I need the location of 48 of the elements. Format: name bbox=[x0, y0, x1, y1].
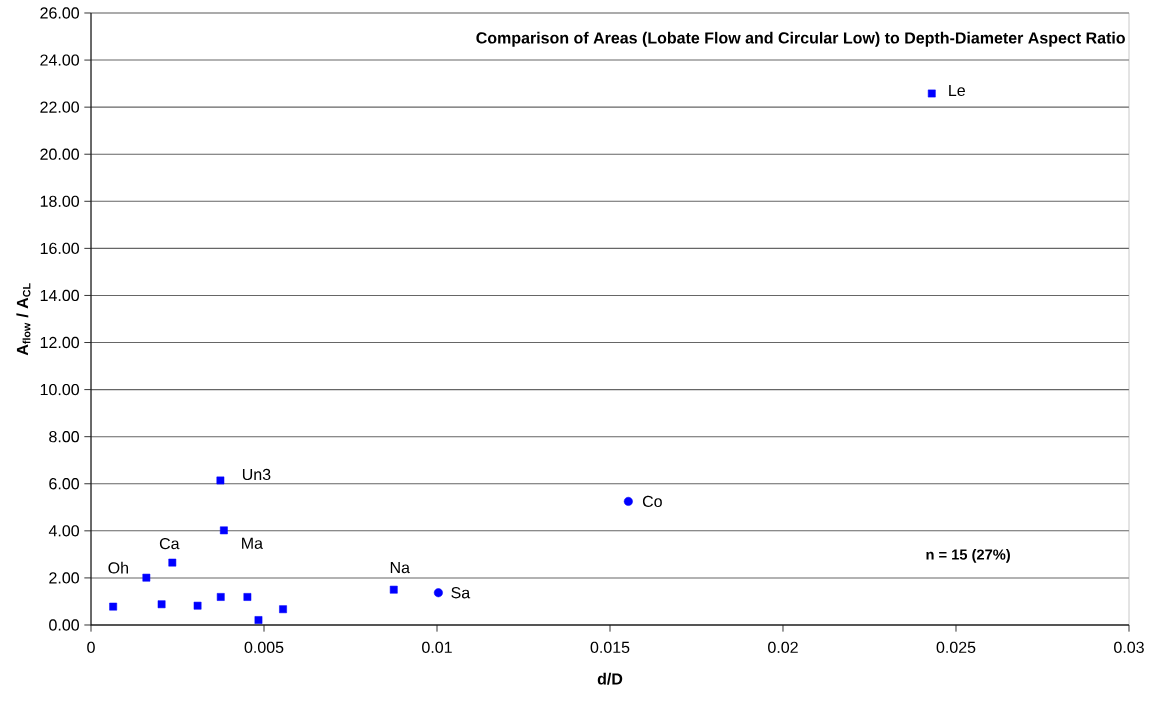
point bbox=[216, 476, 225, 485]
y-tick-label: 22.00 bbox=[40, 101, 80, 113]
annotation: Un3 bbox=[242, 468, 271, 481]
point bbox=[279, 605, 287, 614]
x-tick-label: 0.03 bbox=[1114, 641, 1144, 654]
annotation: n = 15 (27%) bbox=[926, 548, 1010, 563]
point bbox=[220, 526, 228, 535]
point bbox=[254, 616, 263, 624]
y-tick-label: 2.00 bbox=[49, 572, 80, 584]
y-tick-label: 8.00 bbox=[49, 431, 80, 443]
y-tick-label: 16.00 bbox=[40, 242, 80, 255]
y-tick-label: 4.00 bbox=[48, 525, 80, 537]
x-tick-label: 0 bbox=[87, 641, 95, 654]
y-tick-label: 0.00 bbox=[49, 619, 80, 631]
point bbox=[193, 601, 202, 610]
y-tick-label: 10.00 bbox=[40, 383, 80, 396]
point bbox=[389, 585, 398, 594]
point bbox=[157, 600, 166, 609]
point bbox=[433, 588, 443, 598]
y-tick-label: 20.00 bbox=[40, 148, 80, 160]
annotation: Ma bbox=[242, 537, 263, 549]
y-tick-label: 26.00 bbox=[40, 7, 80, 19]
y-tick-label: 14.00 bbox=[40, 289, 80, 302]
annotation: Co bbox=[642, 495, 662, 508]
point bbox=[216, 593, 225, 601]
x-tick-label: 0.015 bbox=[590, 641, 630, 654]
point bbox=[142, 573, 151, 582]
x-tick-label: 0.01 bbox=[422, 641, 452, 654]
point bbox=[927, 89, 936, 98]
y-tick-label: 18.00 bbox=[40, 195, 80, 207]
y-tick-label: 6.00 bbox=[49, 478, 80, 490]
point bbox=[168, 558, 177, 567]
point bbox=[243, 593, 252, 601]
y-tick-label: 24.00 bbox=[40, 54, 80, 66]
y-axis-title: A$_{flow}$ / A$_{CL}$ bbox=[16, 283, 31, 356]
annotation: Oh bbox=[108, 561, 129, 574]
x-tick-label: 0.025 bbox=[936, 641, 976, 654]
y-tick-label: 12.00 bbox=[40, 336, 80, 349]
text: Comparison of Areas (Lobate Flow and Circular Low) to Depth-Diameter Aspect Ratio bbox=[476, 31, 1125, 47]
point bbox=[623, 496, 633, 506]
x-axis-title: d/D bbox=[597, 672, 623, 685]
annotation: Le bbox=[949, 84, 965, 97]
annotation: Sa bbox=[451, 587, 471, 599]
point bbox=[109, 602, 118, 611]
x-tick-label: 0.02 bbox=[768, 641, 798, 654]
annotation: Ca bbox=[159, 537, 180, 550]
x-tick-label: 0.005 bbox=[244, 641, 284, 654]
annotation: Na bbox=[390, 562, 410, 574]
